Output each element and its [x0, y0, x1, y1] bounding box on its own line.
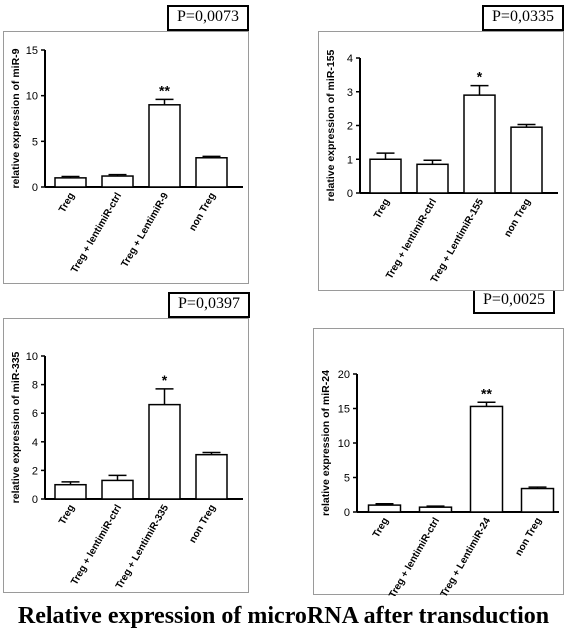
chart-panel-mir9: 0 5 10 15 relative expression of miR-9 Treg Tr… [3, 31, 249, 284]
y-tick-label: 4 [32, 437, 38, 449]
chart-mir24: 0 5 10 15 20 relative expression of miR-24 Tre… [314, 329, 565, 596]
x-tick-label: Treg + lentimiR-ctrl [69, 191, 124, 275]
bar [522, 489, 554, 512]
significance-marker: ** [159, 82, 170, 98]
x-tick-label: Treg + LentimiR-155 [429, 197, 486, 285]
y-tick-label: 10 [26, 91, 38, 103]
x-tick-label: Treg + lentimiR-ctrl [69, 503, 124, 587]
x-tick-label: Treg [57, 191, 77, 215]
y-tick-label: 6 [32, 408, 38, 420]
significance-marker: * [477, 69, 483, 85]
y-tick-label: 15 [26, 45, 38, 57]
bar [149, 405, 180, 499]
x-tick-label: Treg + LentimiR-335 [114, 503, 171, 591]
y-tick-label: 0 [347, 188, 353, 200]
x-tick-label: non Treg [187, 191, 218, 233]
pvalue-box-mir335: P=0,0397 [168, 292, 250, 318]
y-tick-label: 20 [338, 369, 350, 381]
pvalue-box-mir155: P=0,0335 [482, 5, 564, 31]
pvalue-box-mir9: P=0,0073 [167, 5, 249, 31]
y-tick-label: 15 [338, 404, 350, 416]
y-tick-label: 8 [32, 380, 38, 392]
significance-marker: * [162, 372, 168, 388]
x-tick-label: Treg + lentimiR-ctrl [384, 197, 439, 281]
bar [196, 455, 227, 499]
x-tick-label: Treg [57, 503, 77, 527]
y-tick-label: 2 [32, 465, 38, 477]
x-tick-label: Treg [371, 516, 391, 540]
y-tick-label: 0 [32, 494, 38, 506]
bar [55, 178, 86, 187]
x-tick-label: non Treg [513, 516, 544, 558]
x-tick-label: non Treg [502, 197, 533, 239]
x-tick-label: Treg + LentimiR-24 [439, 516, 494, 596]
chart-mir335: 0 2 4 6 8 10 relative expression of miR-335 Tre… [4, 319, 250, 594]
y-tick-label: 3 [347, 87, 353, 99]
bar [464, 95, 495, 193]
y-tick-label: 1 [347, 154, 353, 166]
x-tick-label: Treg [372, 197, 392, 221]
y-tick-label: 10 [26, 351, 38, 363]
bar [102, 480, 133, 499]
bar [420, 507, 452, 512]
bar [55, 485, 86, 499]
bar [471, 406, 503, 512]
y-tick-label: 5 [32, 136, 38, 148]
bar [369, 505, 401, 512]
bar [196, 158, 227, 187]
y-tick-label: 0 [344, 507, 350, 519]
y-tick-label: 10 [338, 438, 350, 450]
chart-panel-mir155: 0 1 2 3 4 relative expression of miR-155 Treg T… [318, 31, 564, 291]
y-axis-label: relative expression of miR-9 [10, 48, 22, 188]
significance-marker: ** [481, 385, 492, 401]
bar [149, 105, 180, 187]
y-tick-label: 5 [344, 473, 350, 485]
bar [102, 176, 133, 187]
y-tick-label: 0 [32, 182, 38, 194]
chart-panel-mir335: 0 2 4 6 8 10 relative expression of miR-335 Tre… [3, 318, 249, 593]
y-axis-label: relative expression of miR-335 [10, 351, 22, 503]
y-tick-label: 4 [347, 53, 353, 65]
x-tick-label: Treg + LentimiR-9 [119, 191, 171, 270]
x-tick-label: non Treg [187, 503, 218, 545]
chart-panel-mir24: 0 5 10 15 20 relative expression of miR-24 Tre… [313, 328, 564, 595]
bar [370, 159, 401, 193]
bar [511, 127, 542, 193]
y-axis-label: relative expression of miR-155 [325, 49, 337, 201]
y-tick-label: 2 [347, 121, 353, 133]
figure-caption: Relative expression of microRNA after tr… [0, 603, 567, 630]
x-tick-label: Treg + lentimiR-ctrl [387, 516, 442, 596]
y-axis-label: relative expression of miR-24 [320, 370, 332, 516]
bar [417, 164, 448, 193]
